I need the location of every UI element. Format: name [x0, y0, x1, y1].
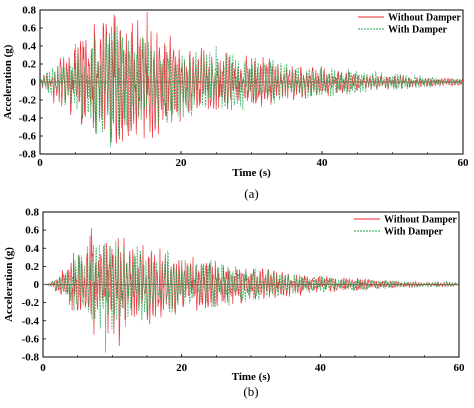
y-tick-label: 0.6	[25, 225, 39, 237]
chart-panel-a: 0.80.60.40.20-0.2-0.4-0.6-0.80 20 40 60Time…	[2, 5, 469, 202]
x-tick-label: 40	[315, 362, 327, 374]
chart-panel-b: 0.80.60.40.20-0.2-0.4-0.6-0.80 20 40 60Time…	[3, 207, 465, 400]
y-tick-label: -0.2	[19, 95, 37, 107]
y-tick-label: -0.4	[19, 113, 37, 125]
x-axis-label: Time (s)	[232, 167, 271, 179]
x-tick-label: 20	[176, 157, 188, 169]
legend-label: With Damper	[388, 25, 448, 36]
y-tick-label: -0.6	[22, 333, 40, 345]
y-tick-label: 0	[31, 77, 37, 89]
x-tick-label: 0	[40, 362, 46, 374]
panel-caption: (a)	[244, 186, 258, 201]
y-tick-label: -0.8	[22, 352, 40, 364]
y-axis-label: Acceleration (g)	[2, 44, 14, 119]
legend-label: Without Damper	[388, 13, 461, 24]
series-line-with-damper	[40, 25, 463, 147]
y-tick-label: -0.4	[22, 315, 40, 327]
y-tick-label: -0.2	[22, 297, 40, 309]
panel-caption: (b)	[243, 384, 258, 399]
x-axis-label: Time (s)	[232, 371, 271, 383]
series-line-without-damper	[43, 228, 459, 347]
y-tick-label: 0.2	[22, 59, 36, 71]
x-tick-label: 20	[176, 362, 188, 374]
y-tick-label: 0.4	[22, 41, 36, 53]
y-tick-label: -0.6	[19, 131, 37, 143]
y-tick-label: 0.2	[25, 261, 39, 273]
y-tick-label: 0.8	[22, 5, 36, 17]
y-tick-label: -0.8	[19, 149, 37, 161]
legend-label: Without Damper	[384, 215, 457, 226]
x-tick-label: 0	[37, 157, 43, 169]
series-line-with-damper	[43, 240, 459, 353]
legend-label: With Damper	[384, 227, 444, 238]
y-tick-label: 0.8	[25, 207, 39, 219]
x-tick-label: 40	[317, 157, 329, 169]
y-tick-label: 0	[34, 279, 40, 291]
y-axis-label: Acceleration (g)	[3, 247, 15, 322]
y-tick-label: 0.6	[22, 23, 36, 35]
y-tick-label: 0.4	[25, 243, 39, 255]
x-tick-label: 60	[454, 362, 466, 374]
x-tick-label: 60	[458, 157, 470, 169]
